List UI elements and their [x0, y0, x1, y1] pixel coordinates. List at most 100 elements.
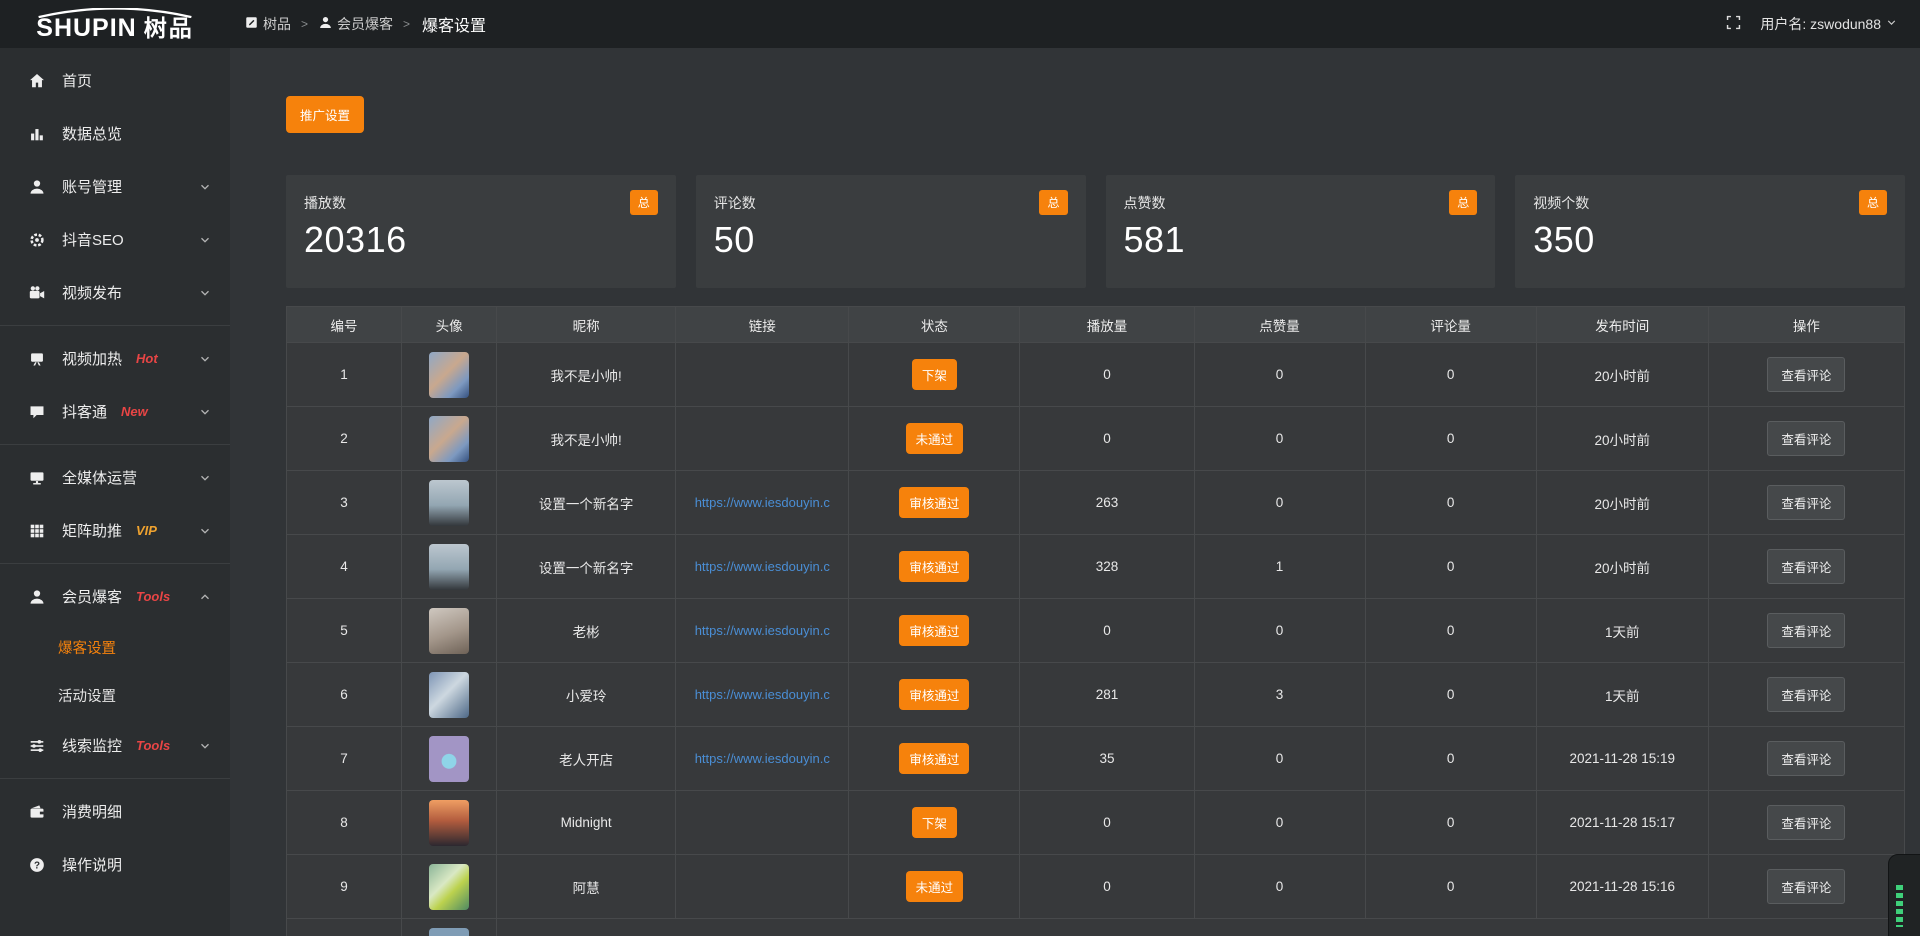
view-comments-button[interactable]: 查看评论 [1767, 485, 1846, 520]
comment-icon [28, 403, 46, 421]
sidebar-item-label: 矩阵助推 [62, 523, 123, 540]
username-label: 用户名: zswodun88 [1760, 16, 1881, 32]
view-comments-button[interactable]: 查看评论 [1767, 869, 1846, 904]
table-row: 2 我不是小帅! 未通过 0 0 0 20小时前 查看评论 [285, 406, 1906, 471]
stat-card-播放数: 播放数 总 20316 [286, 175, 676, 288]
cell-nickname: 小爱玲 [496, 662, 677, 727]
cell-nickname: 设置一个新名字 [496, 534, 677, 599]
cell-plays: 0 [1019, 790, 1195, 855]
stats-cards: 播放数 总 20316 评论数 总 50 点赞数 总 581 视频个数 总 350 [286, 175, 1905, 288]
video-link[interactable]: https://www.iesdouyin.c [694, 687, 830, 702]
chevron-down-icon [198, 405, 212, 419]
view-comments-button[interactable]: 查看评论 [1767, 549, 1846, 584]
sidebar-item-账号管理[interactable]: 账号管理 [0, 160, 230, 213]
video-link[interactable]: https://www.iesdouyin.c [694, 559, 830, 574]
sidebar-item-label: 账号管理 [62, 179, 123, 196]
cell-plays: 328 [1019, 534, 1195, 599]
table-row: 1 我不是小帅! 下架 0 0 0 20小时前 查看评论 [285, 342, 1906, 407]
home-icon [28, 72, 46, 90]
total-badge: 总 [1039, 190, 1068, 215]
chevron-down-icon [198, 286, 212, 300]
cell-nickname: 老人开店 [496, 726, 677, 791]
cell-time: 2021-11-28 15:17 [1535, 790, 1709, 855]
sidebar-divider [0, 778, 230, 779]
view-comments-button[interactable]: 查看评论 [1767, 613, 1846, 648]
cell-id: 6 [285, 662, 403, 727]
breadcrumb-item-shupin[interactable]: 树品 [244, 14, 291, 34]
app-logo: SHUPIN 树品 [0, 0, 230, 48]
sidebar-divider [0, 325, 230, 326]
view-comments-button[interactable]: 查看评论 [1767, 677, 1846, 712]
cell-time: 20小时前 [1535, 406, 1709, 471]
view-comments-button[interactable]: 查看评论 [1767, 421, 1846, 456]
sidebar-item-视频加热[interactable]: 视频加热 Hot [0, 332, 230, 385]
status-badge: 未通过 [905, 871, 964, 902]
cell-plays: 0 [1019, 854, 1195, 919]
sidebar-item-label: 抖音SEO [62, 232, 124, 249]
grid-icon [28, 522, 46, 540]
sidebar-item-矩阵助推[interactable]: 矩阵助推 VIP [0, 504, 230, 557]
sidebar-item-label: 首页 [62, 73, 93, 90]
cell-id: 7 [285, 726, 403, 791]
user-menu[interactable]: 用户名: zswodun88 [1760, 14, 1898, 34]
promo-settings-button[interactable]: 推广设置 [286, 96, 365, 133]
fullscreen-icon[interactable] [1725, 14, 1742, 34]
chart-icon [28, 125, 46, 143]
breadcrumb: 树品 > 会员爆客 > 爆客设置 [244, 12, 486, 36]
member-icon [28, 588, 46, 606]
sidebar-item-抖音SEO[interactable]: 抖音SEO [0, 213, 230, 266]
table-row: 4 设置一个新名字 https://www.iesdouyin.c 审核通过 328 1 0… [285, 534, 1906, 599]
sidebar-item-全媒体运营[interactable]: 全媒体运营 [0, 451, 230, 504]
avatar [429, 671, 470, 718]
sidebar-item-数据总览[interactable]: 数据总览 [0, 107, 230, 160]
cell-id: 5 [285, 598, 403, 663]
monitor-icon [28, 469, 46, 487]
cell-nickname: Midnight [496, 790, 677, 855]
cell-id: 8 [285, 790, 403, 855]
view-comments-button[interactable]: 查看评论 [1767, 805, 1846, 840]
cell-plays: 35 [1019, 726, 1195, 791]
svg-text:?: ? [34, 860, 40, 871]
sidebar-item-首页[interactable]: 首页 [0, 54, 230, 107]
sidebar-item-label: 视频加热 [62, 351, 123, 368]
floating-widget[interactable] [1888, 854, 1920, 936]
column-header-编号: 编号 [285, 306, 403, 343]
cell-likes: 0 [1193, 406, 1366, 471]
column-header-播放量: 播放量 [1019, 306, 1195, 343]
cell-comments: 0 [1364, 790, 1537, 855]
sidebar-item-操作说明[interactable]: ? 操作说明 [0, 838, 230, 891]
total-badge: 总 [1858, 190, 1887, 215]
cell-id: 9 [285, 854, 403, 919]
sidebar-item-tag: Tools [136, 738, 171, 753]
cell-nickname: 设置一个新名字 [496, 470, 677, 535]
total-badge: 总 [629, 190, 658, 215]
cell-plays: 0 [1019, 598, 1195, 663]
sidebar-subitem-活动设置[interactable]: 活动设置 [58, 688, 116, 705]
column-header-头像: 头像 [401, 306, 498, 343]
view-comments-button[interactable]: 查看评论 [1767, 741, 1846, 776]
stat-card-评论数: 评论数 总 50 [695, 175, 1086, 288]
video-link[interactable]: https://www.iesdouyin.c [694, 751, 830, 766]
cell-plays: 263 [1019, 470, 1195, 535]
sidebar-item-抖客通[interactable]: 抖客通 New [0, 385, 230, 438]
sidebar-item-消费明细[interactable]: 消费明细 [0, 785, 230, 838]
table-body: 1 我不是小帅! 下架 0 0 0 20小时前 查看评论 2 我不是小帅! 未通过 0 0 0 20小时前查… [285, 342, 1906, 936]
sidebar-item-视频发布[interactable]: 视频发布 [0, 266, 230, 319]
cell-nickname: 我不是小帅! [496, 342, 677, 407]
breadcrumb-item-member[interactable]: 会员爆客 [318, 14, 393, 34]
sidebar-item-会员爆客[interactable]: 会员爆客 Tools [0, 570, 230, 623]
stat-card-点赞数: 点赞数 总 581 [1105, 175, 1496, 288]
chevron-down-icon [198, 471, 212, 485]
chevron-down-icon [1885, 16, 1898, 32]
sidebar-item-线索监控[interactable]: 线索监控 Tools [0, 719, 230, 772]
cell-likes: 0 [1193, 854, 1366, 919]
cell-comments: 0 [1364, 726, 1537, 791]
video-link[interactable]: https://www.iesdouyin.c [694, 495, 830, 510]
cell-time: 20小时前 [1535, 534, 1709, 599]
video-link[interactable]: https://www.iesdouyin.c [694, 623, 830, 638]
chevron-down-icon [198, 739, 212, 753]
view-comments-button[interactable]: 查看评论 [1767, 357, 1846, 392]
camera-icon [28, 284, 46, 302]
sidebar-item-label: 抖客通 [62, 404, 108, 421]
sidebar-subitem-爆客设置[interactable]: 爆客设置 [58, 640, 116, 657]
